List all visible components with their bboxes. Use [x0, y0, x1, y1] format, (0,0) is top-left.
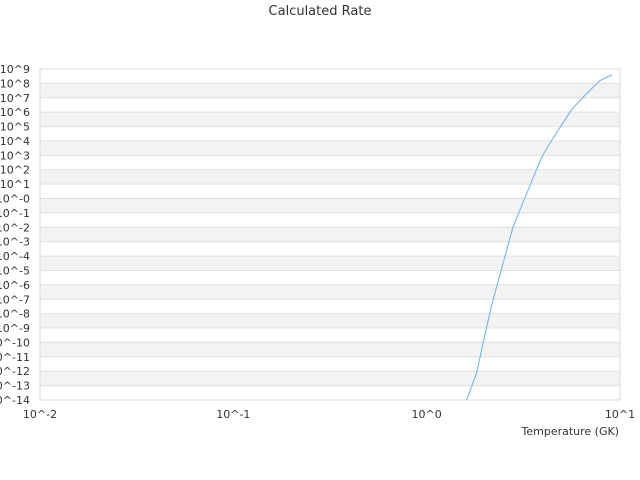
- series-line: [466, 74, 613, 401]
- grid-band: [40, 227, 620, 242]
- x-tick-label: 10^-2: [23, 408, 57, 421]
- x-axis-label: Temperature (GK): [521, 425, 620, 438]
- x-tick-label: 10^1: [605, 408, 635, 421]
- grid-band: [40, 140, 620, 156]
- y-tick-label: 10^-10: [0, 336, 30, 349]
- y-tick-label: 10^-8: [0, 308, 30, 321]
- grid-band: [40, 198, 620, 213]
- y-tick-label: 10^8: [0, 77, 30, 90]
- grid-band: [40, 313, 620, 329]
- y-tick-label: 10^-14: [0, 394, 30, 407]
- y-tick-label: 10^-7: [0, 293, 30, 306]
- y-tick-label: 10^9: [0, 63, 30, 76]
- y-tick-label: 10^-13: [0, 380, 30, 393]
- y-tick-label: 10^-1: [0, 207, 30, 220]
- y-tick-label: 10^2: [0, 164, 30, 177]
- y-tick-label: 10^1: [0, 178, 30, 191]
- y-tick-label: 10^7: [0, 92, 30, 105]
- x-tick-label: 10^0: [412, 408, 442, 421]
- grid-band: [40, 112, 620, 127]
- y-tick-label: 10^-3: [0, 236, 30, 249]
- grid-band: [40, 169, 620, 185]
- grid-band: [40, 83, 620, 98]
- x-tick-label: 10^-1: [216, 408, 250, 421]
- y-tick-label: 10^6: [0, 106, 30, 119]
- y-tick-label: 10^3: [0, 149, 30, 162]
- y-tick-label: 10^-2: [0, 221, 30, 234]
- plot-frame: [39, 68, 621, 401]
- y-tick-label: 10^-12: [0, 365, 30, 378]
- y-tick-label: 10^-6: [0, 279, 30, 292]
- chart-title: Calculated Rate: [268, 4, 372, 19]
- y-tick-label: 10^4: [0, 135, 30, 148]
- y-tick-label: 10^-11: [0, 351, 30, 364]
- grid-band: [40, 256, 620, 271]
- grid-band: [40, 284, 620, 300]
- y-tick-label: 10^-4: [0, 250, 30, 263]
- grid-band: [40, 371, 620, 386]
- y-tick-label: 10^-9: [0, 322, 30, 335]
- y-tick-label: 10^-0: [0, 193, 30, 206]
- grid-band: [40, 342, 620, 357]
- y-tick-label: 10^5: [0, 121, 30, 134]
- y-tick-label: 10^-5: [0, 264, 30, 277]
